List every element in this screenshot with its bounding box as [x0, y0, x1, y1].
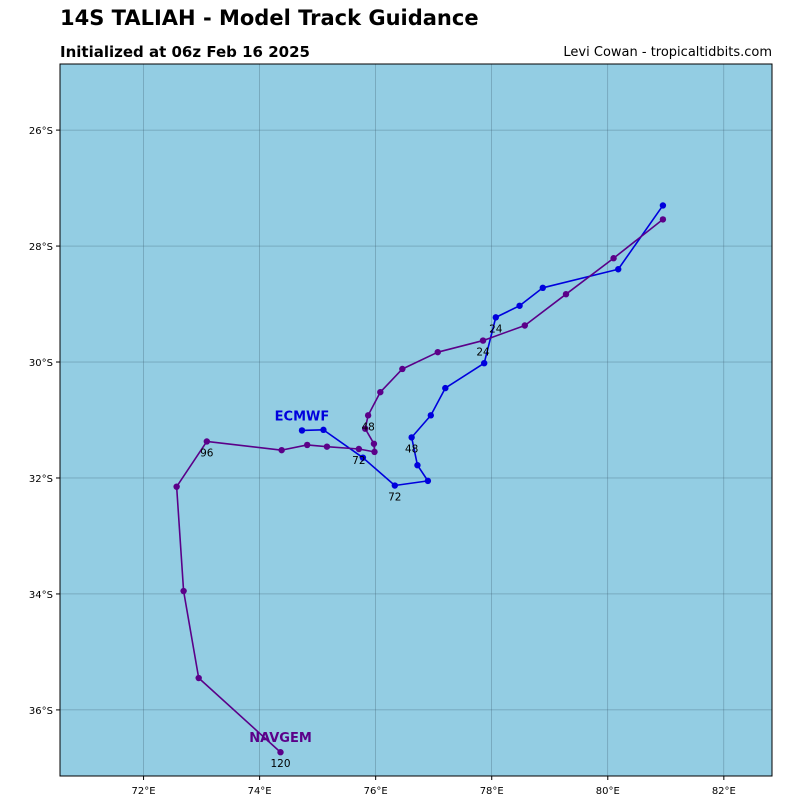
navgem-hour-label: 48	[361, 421, 374, 433]
tick-label-lat: 36°S	[29, 706, 53, 717]
ecmwf-track-point	[408, 434, 415, 441]
navgem-track-point	[370, 440, 378, 447]
tick-label-lat: 30°S	[29, 358, 53, 369]
ecmwf-model-label: ECMWF	[275, 409, 330, 424]
ecmwf-track-point	[320, 426, 327, 434]
ecmwf-track-point	[480, 359, 488, 367]
init-time-subtitle: Initialized at 06z Feb 16 2025	[60, 43, 310, 61]
ecmwf-hour-label: 72	[388, 492, 401, 504]
tick-label-lat: 34°S	[29, 590, 53, 601]
ecmwf-track-point	[427, 412, 434, 419]
tick-label-lon: 78°E	[480, 786, 504, 797]
tick-label-lat: 28°S	[29, 242, 53, 253]
navgem-track-point	[323, 443, 331, 450]
navgem-track-point	[362, 425, 369, 432]
navgem-track-point	[371, 448, 378, 456]
map-frame	[59, 63, 773, 777]
ecmwf-track-point	[492, 314, 499, 321]
navgem-track-point	[195, 674, 202, 682]
navgem-model-label: NAVGEM	[249, 731, 312, 746]
tick-label-lon: 82°E	[712, 786, 736, 797]
navgem-track-point	[562, 290, 570, 298]
navgem-hour-label: 24	[476, 347, 490, 359]
ecmwf-hour-label: 48	[405, 443, 418, 455]
ecmwf-track-point	[442, 384, 449, 392]
navgem-track-point	[277, 749, 284, 756]
ecmwf-track-point	[659, 202, 667, 209]
tick-label-lat: 32°S	[29, 474, 53, 485]
navgem-track-point	[180, 587, 187, 595]
navgem-hour-label: 72	[352, 455, 365, 467]
navgem-track-point	[364, 412, 372, 419]
ecmwf-track-point	[298, 427, 306, 434]
navgem-track-point	[399, 365, 406, 373]
ecmwf-hour-label: 24	[489, 323, 503, 335]
navgem-track-point	[355, 445, 363, 453]
tick-label-lon: 76°E	[364, 786, 388, 797]
ecmwf-track-point	[391, 482, 399, 489]
ecmwf-track-point	[414, 462, 421, 469]
tick-label-lat: 26°S	[29, 126, 53, 137]
navgem-hour-label: 120	[270, 758, 290, 770]
navgem-track-point	[521, 322, 529, 329]
ecmwf-track-point	[424, 477, 432, 485]
axis-ticks: 72°E 74°E 76°E 78°E 80°E 82°E 26°S 28°S 30°S 32°S…	[29, 126, 736, 797]
ecmwf-track-point	[359, 454, 367, 461]
tick-label-lon: 72°E	[132, 786, 156, 797]
navgem-track-point	[610, 255, 617, 262]
navgem-hour-label: 96	[200, 447, 214, 459]
credit-text: Levi Cowan - tropicaltidbits.com	[563, 45, 772, 60]
ecmwf-track-point	[539, 284, 546, 292]
navgem-track-point	[303, 441, 311, 449]
navgem-track-point	[278, 446, 285, 454]
navgem-track-point	[203, 438, 211, 445]
navgem-track-point	[479, 337, 487, 344]
ecmwf-track-point	[615, 266, 622, 273]
tick-label-lon: 74°E	[248, 786, 272, 797]
map-grid	[60, 64, 772, 776]
navgem-track-point	[659, 216, 667, 223]
navgem-track-point	[377, 388, 384, 396]
navgem-track-point	[173, 483, 180, 490]
navgem-track-point	[434, 348, 441, 356]
chart-title: 14S TALIAH - Model Track Guidance	[60, 6, 479, 30]
ecmwf-track-point	[516, 302, 523, 309]
model-tracks: 24 48 72 ECMWF 24 48 72 96 120 NAVGEM	[173, 202, 667, 770]
map-ocean	[60, 64, 772, 776]
tick-label-lon: 80°E	[596, 786, 620, 797]
